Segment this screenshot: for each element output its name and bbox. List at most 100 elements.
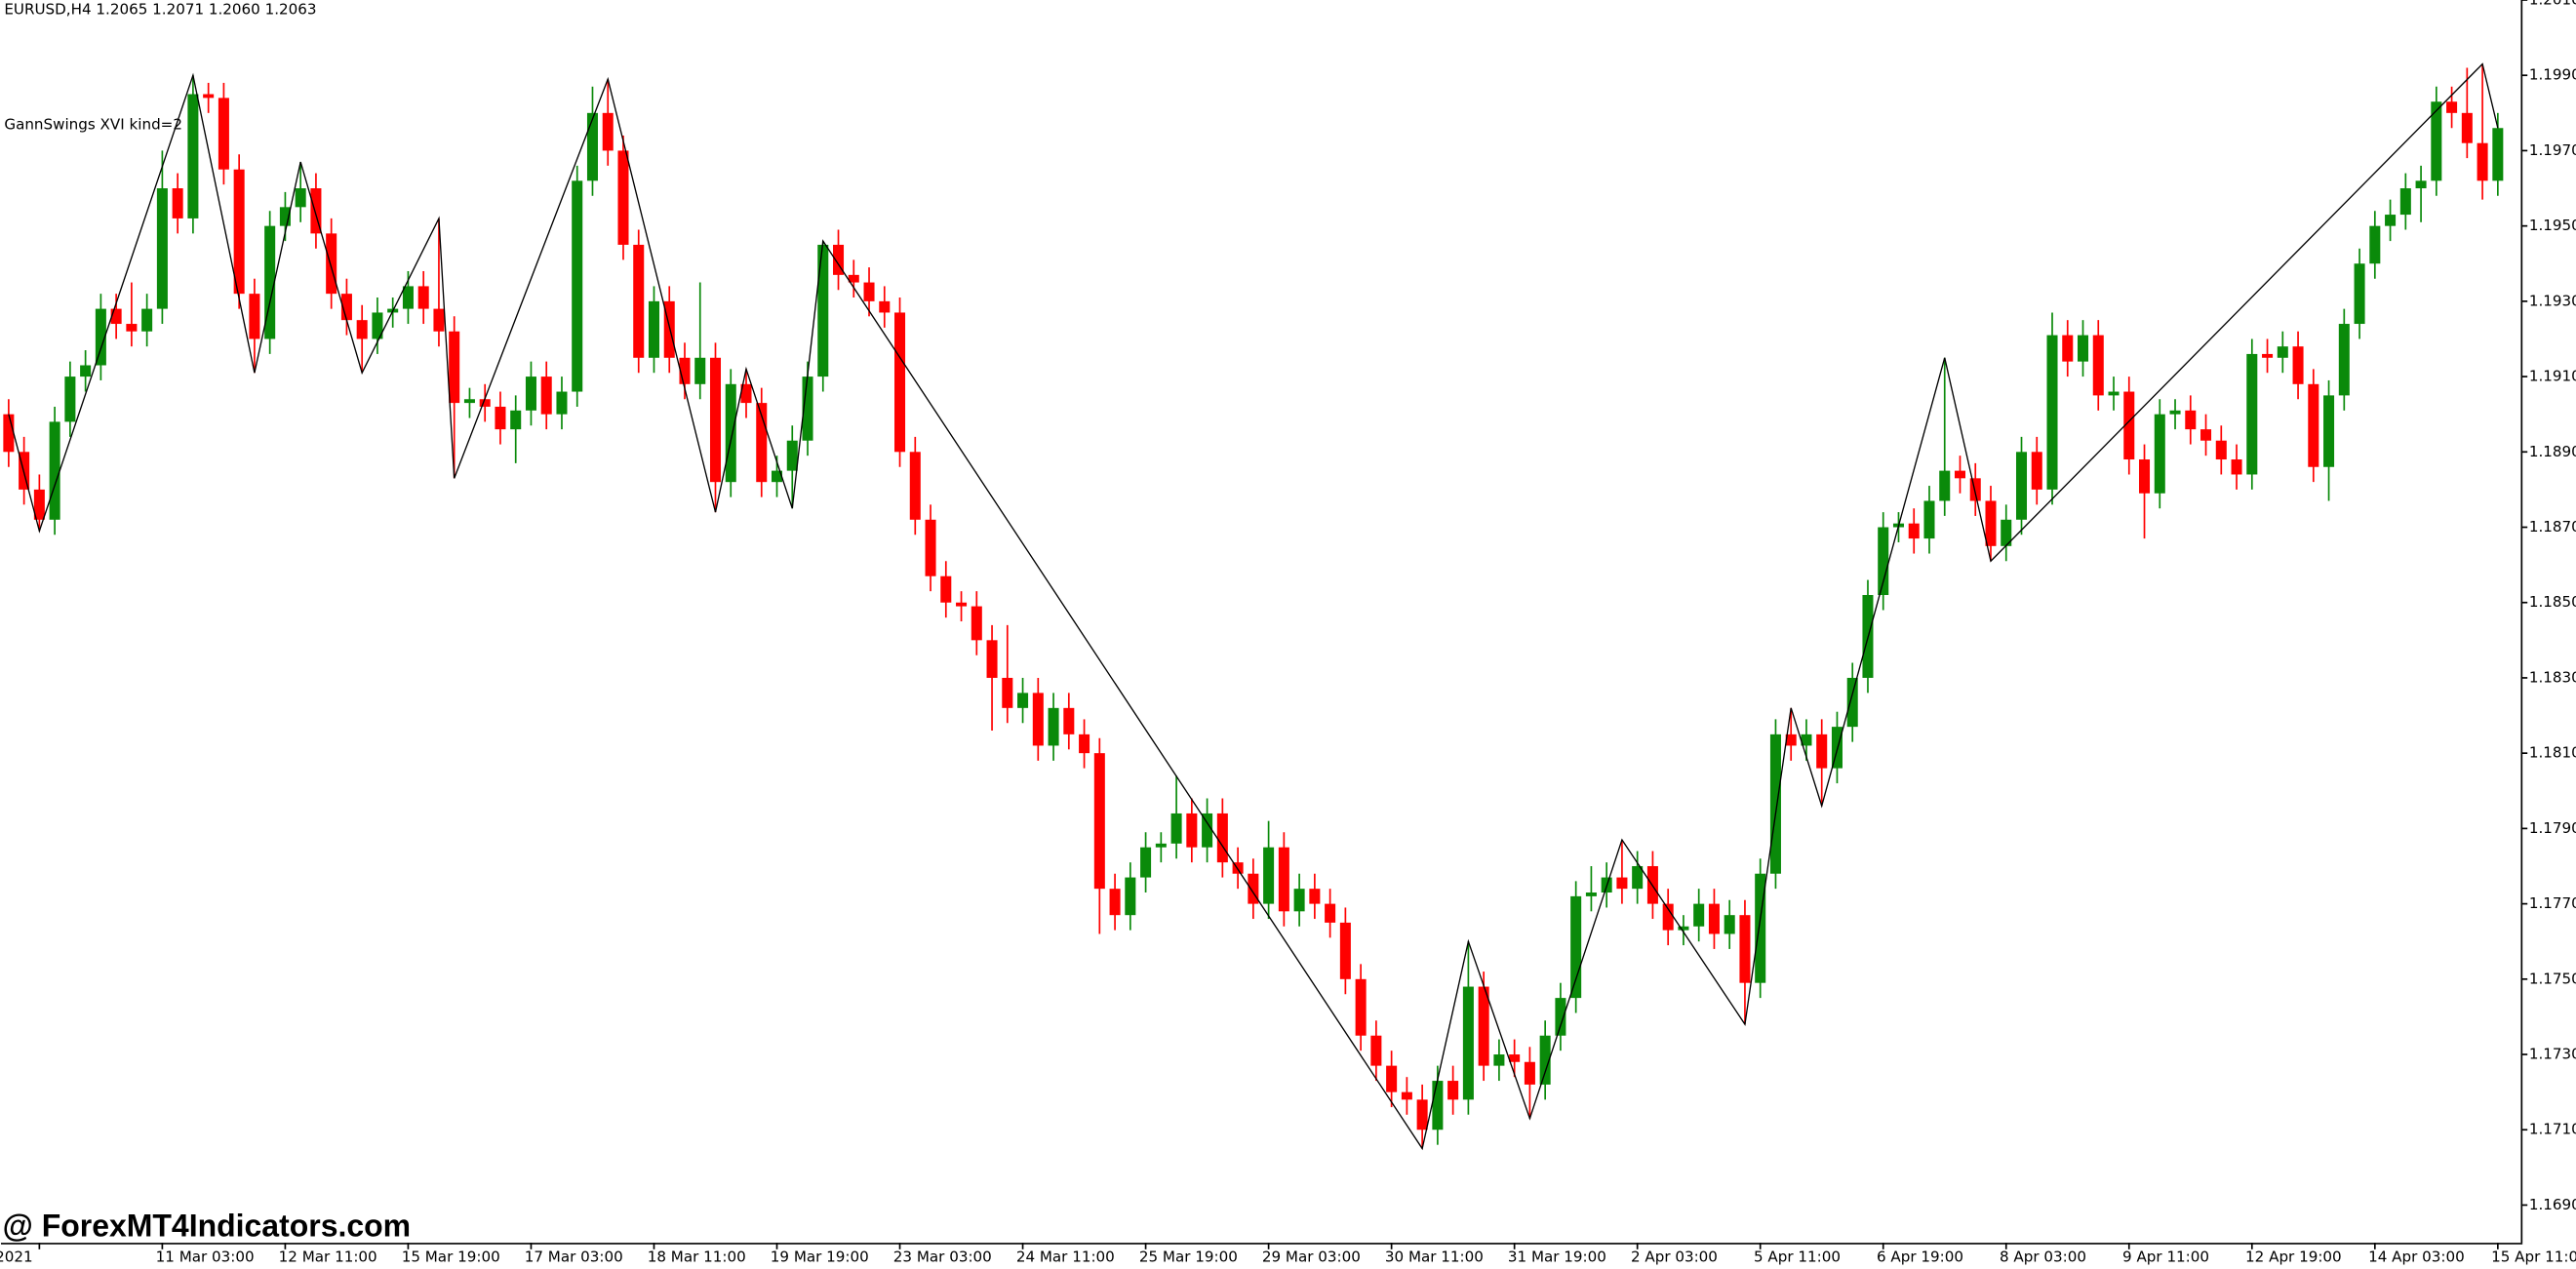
candle-body: [1416, 1099, 1428, 1130]
candle-body: [1232, 862, 1244, 874]
candle-body: [156, 188, 168, 309]
candle-body: [510, 410, 522, 430]
candle-body: [2262, 353, 2274, 358]
candle-body: [1524, 1061, 1535, 1085]
candle-body: [2477, 142, 2488, 181]
y-tick-label: 1.1890: [2529, 443, 2576, 460]
watermark: @ ForexMT4Indicators.com: [3, 1208, 411, 1243]
candle-body: [1478, 986, 1489, 1066]
x-tick-label: 30 Mar 11:00: [1385, 1249, 1484, 1266]
candle-body: [556, 391, 568, 415]
candle-body: [1985, 500, 1997, 546]
y-tick-label: 1.1790: [2529, 819, 2576, 837]
y-tick-label: 1.1870: [2529, 518, 2576, 535]
candle-body: [1539, 1035, 1551, 1085]
candle-body: [1632, 865, 1644, 890]
candle-body: [1093, 753, 1105, 890]
candle-body: [540, 377, 552, 415]
candle-body: [1447, 1081, 1459, 1100]
candle-body: [402, 286, 414, 309]
y-tick-label: 1.1830: [2529, 668, 2576, 686]
x-tick-label: 31 Mar 19:00: [1508, 1249, 1606, 1266]
candle-body: [187, 94, 199, 218]
candle-body: [233, 169, 245, 295]
candle-body: [525, 377, 536, 411]
candle-body: [495, 406, 506, 430]
candle-body: [2492, 128, 2504, 181]
candle-body: [572, 180, 583, 392]
candle-body: [1032, 693, 1044, 746]
candle-body: [64, 377, 76, 422]
candle-body: [2415, 180, 2427, 189]
candle-body: [1293, 889, 1305, 912]
candle-body: [1079, 734, 1090, 754]
candle-body: [771, 470, 783, 483]
candle-body: [1923, 500, 1935, 539]
candle-body: [449, 331, 460, 404]
candle-body: [1401, 1091, 1412, 1100]
candle-body: [249, 294, 260, 339]
candle-body: [2323, 395, 2335, 467]
candle-body: [863, 282, 875, 301]
candle-body: [1462, 986, 1474, 1100]
candle-body: [2015, 452, 2028, 520]
candle-body: [817, 244, 829, 377]
x-tick-label: 15 Mar 19:00: [402, 1249, 500, 1266]
y-tick-label: 1.1690: [2529, 1196, 2576, 1213]
x-tick-label: 29 Mar 03:00: [1262, 1249, 1361, 1266]
chart-title: EURUSD,H4 1.2065 1.2071 1.2060 1.2063: [4, 1, 316, 19]
candle-body: [633, 244, 645, 358]
x-tick-label: 12 Apr 19:00: [2245, 1249, 2342, 1266]
candle-body: [417, 286, 429, 309]
candle-body: [479, 399, 491, 407]
candle-body: [956, 602, 968, 607]
candle-body: [49, 421, 60, 520]
y-tick-label: 1.1930: [2529, 292, 2576, 309]
candle-body: [1769, 734, 1781, 874]
candle-body: [2154, 414, 2165, 494]
candle-body: [1278, 847, 1289, 912]
candle-body: [2354, 263, 2365, 325]
candle-body: [725, 383, 736, 483]
candle-body: [1248, 873, 1259, 904]
candle-body: [1708, 903, 1720, 934]
candle-body: [1109, 889, 1121, 916]
candle-body: [602, 112, 614, 151]
x-tick-label: 19 Mar 19:00: [771, 1249, 869, 1266]
candle-body: [2092, 335, 2104, 396]
y-tick-label: 1.1970: [2529, 141, 2576, 159]
candle-body: [2399, 188, 2411, 216]
x-tick-label: 11 Mar 03:00: [156, 1249, 255, 1266]
y-tick-label: 1.1950: [2529, 217, 2576, 234]
candle-body: [1616, 877, 1628, 890]
candle-body: [617, 150, 629, 245]
y-tick-label: 1.1810: [2529, 744, 2576, 762]
candle-body: [2385, 215, 2397, 226]
candle-body: [648, 300, 660, 358]
candle-body: [433, 308, 445, 332]
candle-body: [2200, 429, 2212, 441]
candle-body: [1816, 734, 1828, 769]
candle-body: [126, 324, 138, 332]
candle-body: [264, 225, 276, 339]
candle-body: [172, 188, 183, 218]
y-tick-label: 1.1910: [2529, 368, 2576, 385]
candle-body: [694, 357, 706, 384]
candle-body: [2446, 101, 2458, 113]
candle-body: [1908, 523, 1920, 539]
candle-body: [1755, 873, 1766, 983]
candle-body: [203, 94, 215, 99]
candle-body: [1846, 677, 1858, 728]
zigzag-line: [8, 62, 2499, 1151]
candle-body: [879, 300, 891, 313]
candle-body: [1662, 903, 1674, 931]
candle-body: [372, 312, 383, 339]
candle-body: [2001, 519, 2012, 546]
candle-body: [80, 365, 92, 377]
x-tick-label: 9 Apr 11:00: [2122, 1249, 2209, 1266]
candle-body: [2431, 101, 2442, 181]
candle-body: [1693, 903, 1705, 927]
indicator-label: GannSwings XVI kind=2: [4, 115, 182, 133]
candle-body: [786, 440, 798, 471]
